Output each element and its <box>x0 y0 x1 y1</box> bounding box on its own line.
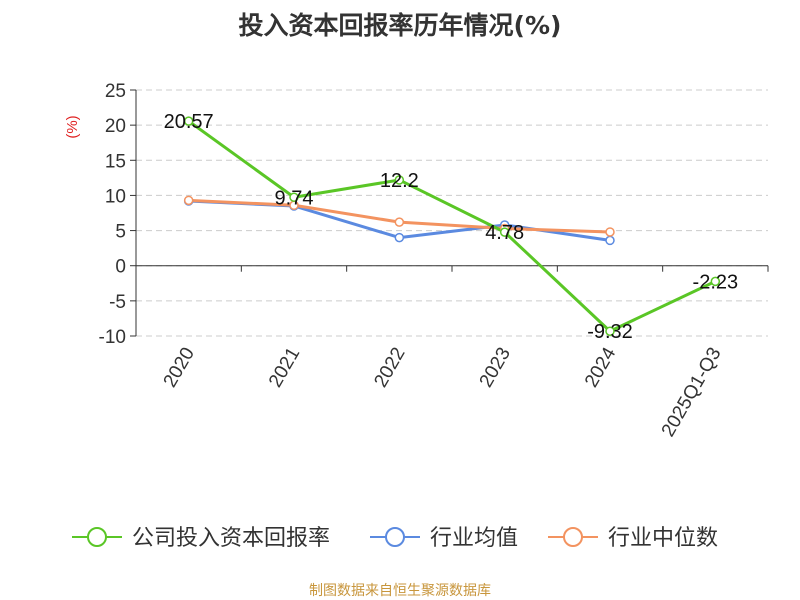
data-point <box>183 195 194 206</box>
x-tick-label: 2022 <box>370 344 409 391</box>
data-point <box>394 217 405 227</box>
data-point <box>710 276 721 287</box>
axes: 25 20 15 10 5 0 -5 -10 2020 2021 2022 2023 2024 2025Q… <box>99 81 769 440</box>
series-line <box>187 119 716 333</box>
y-tick-label: 0 <box>115 257 126 278</box>
data-source: 制图数据来自恒生聚源数据库 <box>309 583 491 599</box>
legend-label: 行业中位数 <box>608 526 718 551</box>
data-point <box>289 192 299 203</box>
y-tick-label: 20 <box>105 116 126 137</box>
data-point <box>605 227 615 237</box>
y-tick-label: 15 <box>105 151 126 172</box>
data-labels: 20.57 9.74 12.2 4.78 -9.32 -2.23 <box>164 111 738 343</box>
legend-label: 行业均值 <box>430 526 518 551</box>
series-lines <box>187 119 716 333</box>
x-tick-label: 2020 <box>160 344 199 391</box>
y-tick-label: -5 <box>109 292 126 313</box>
data-label: 12.2 <box>380 170 419 192</box>
legend-marker <box>563 527 583 547</box>
y-axis-label: (%) <box>64 115 81 138</box>
y-tick-label: 5 <box>115 222 126 243</box>
legend-label: 公司投入资本回报率 <box>132 526 330 551</box>
x-tick-label: 2023 <box>476 344 515 391</box>
data-point <box>605 235 615 246</box>
legend-marker <box>385 527 405 547</box>
data-label: -9.32 <box>587 321 633 343</box>
y-tick-label: -10 <box>99 327 126 348</box>
y-tick-label: 10 <box>105 186 126 207</box>
data-label: -2.23 <box>693 271 739 293</box>
data-label: 20.57 <box>164 111 214 133</box>
chart-title: 投入资本回报率历年情况(%) <box>238 11 562 40</box>
data-point <box>394 175 405 185</box>
data-point <box>605 326 615 336</box>
data-point <box>499 227 510 237</box>
legend: 公司投入资本回报率 行业均值 行业中位数 <box>72 526 718 551</box>
data-point <box>394 232 405 243</box>
grid-lines <box>136 89 768 337</box>
y-tick-label: 25 <box>105 81 126 102</box>
legend-marker <box>87 527 107 547</box>
x-tick-label: 2021 <box>265 344 304 391</box>
x-tick-label: 2024 <box>581 344 621 391</box>
data-point <box>183 116 194 126</box>
data-label: 9.74 <box>275 187 314 209</box>
x-tick-label: 2025Q1-Q3 <box>658 344 726 440</box>
data-label: 4.78 <box>485 222 524 244</box>
series-points <box>183 116 721 336</box>
